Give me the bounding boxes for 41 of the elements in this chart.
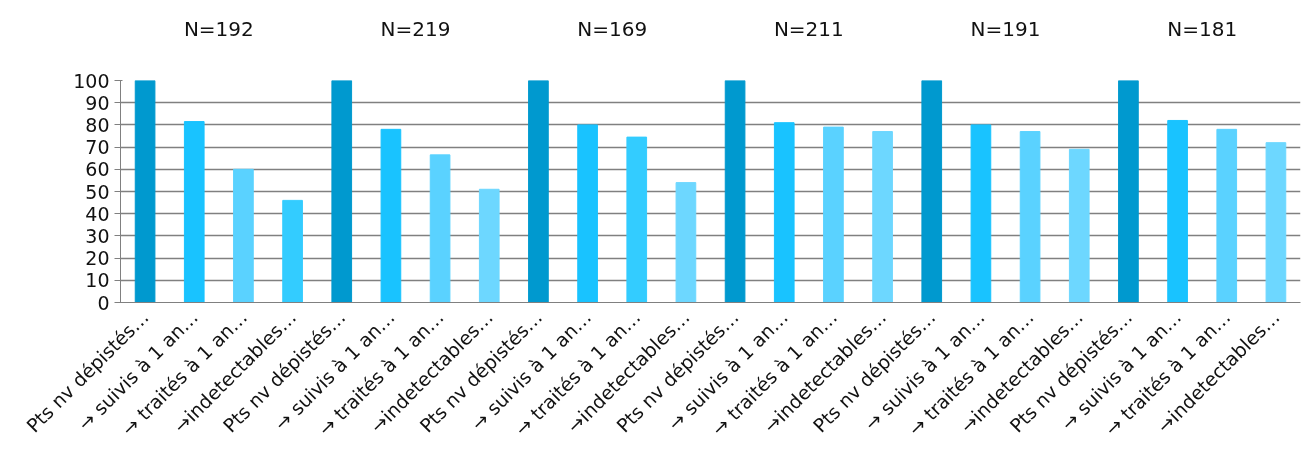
bar <box>183 121 205 303</box>
text: N=191 <box>970 16 1041 41</box>
y-tick-label: 100 <box>73 69 110 92</box>
text: N=181 <box>1167 16 1238 41</box>
y-tick-label: 40 <box>85 202 110 225</box>
y-tick-label: 60 <box>85 158 110 181</box>
bar <box>1068 148 1090 303</box>
y-tick-label: 0 <box>97 291 110 314</box>
bar <box>577 124 598 303</box>
bar <box>429 154 451 303</box>
bar <box>1019 131 1041 303</box>
bar <box>675 182 697 303</box>
bar <box>233 168 254 303</box>
text: N=169 <box>577 16 648 41</box>
bar <box>282 199 303 303</box>
y-tick-label: 70 <box>85 136 110 159</box>
y-tick-label: 10 <box>85 269 110 292</box>
bar <box>1167 119 1188 303</box>
bar <box>478 188 500 303</box>
bar <box>773 122 795 303</box>
bar <box>970 124 992 303</box>
bar <box>134 80 156 303</box>
y-tick-label: 90 <box>85 91 110 114</box>
bar <box>331 80 353 303</box>
bar <box>626 136 648 303</box>
y-tick-label: 80 <box>85 113 110 136</box>
bar <box>823 126 844 303</box>
bar <box>724 80 746 303</box>
bar <box>528 80 549 303</box>
y-tick-label: 30 <box>85 224 110 247</box>
bar <box>1216 128 1238 303</box>
text: N=211 <box>773 16 844 41</box>
bar <box>380 128 402 303</box>
bar <box>1265 142 1287 303</box>
y-tick-label: 50 <box>85 180 110 203</box>
text: N=219 <box>380 16 451 41</box>
text: N=192 <box>183 16 254 41</box>
bar <box>1118 80 1139 303</box>
bar <box>872 131 893 303</box>
bar <box>921 80 943 303</box>
y-tick-label: 20 <box>85 247 110 270</box>
